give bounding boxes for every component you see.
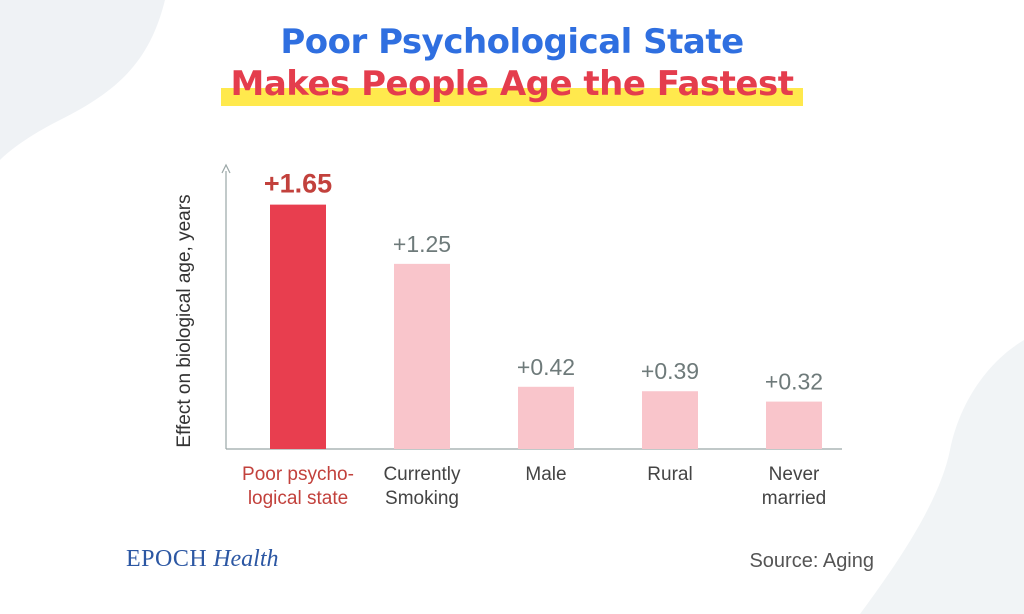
title-line-2: Makes People Age the Fastest bbox=[230, 64, 794, 104]
category-label: Poor psycho- bbox=[242, 464, 354, 485]
category-label: Never bbox=[769, 464, 820, 485]
category-label: Currently bbox=[383, 464, 461, 485]
bar-value-label: +0.39 bbox=[641, 358, 699, 384]
bar bbox=[642, 391, 698, 449]
bar-value-label: +0.42 bbox=[517, 354, 575, 380]
bar bbox=[518, 386, 574, 449]
bar bbox=[766, 401, 822, 449]
source-note: Source: Aging bbox=[749, 550, 874, 572]
category-label: logical state bbox=[248, 488, 348, 509]
bar bbox=[270, 204, 326, 449]
y-axis-label: Effect on biological age, years bbox=[174, 194, 195, 447]
title-line-2-wrap: Makes People Age the Fastest bbox=[220, 64, 804, 106]
logo-sub: Health bbox=[213, 546, 279, 572]
y-axis-arrow bbox=[221, 163, 231, 174]
background-blob-top-left bbox=[0, 0, 165, 160]
logo-brand: EPOCH bbox=[126, 546, 208, 572]
chart-title: Poor Psychological State Makes People Ag… bbox=[0, 22, 1024, 106]
category-label: Rural bbox=[647, 464, 692, 485]
bar-value-label: +1.65 bbox=[264, 169, 332, 199]
category-label: Male bbox=[525, 464, 566, 485]
background-blob-bottom-right bbox=[860, 340, 1024, 614]
title-line-1: Poor Psychological State bbox=[280, 22, 744, 62]
category-label: Smoking bbox=[385, 488, 459, 509]
category-label: married bbox=[762, 488, 826, 509]
epoch-health-logo: EPOCH Health bbox=[126, 546, 279, 573]
bar bbox=[394, 263, 450, 449]
bar-value-label: +0.32 bbox=[765, 369, 823, 395]
bar-value-label: +1.25 bbox=[393, 231, 451, 257]
